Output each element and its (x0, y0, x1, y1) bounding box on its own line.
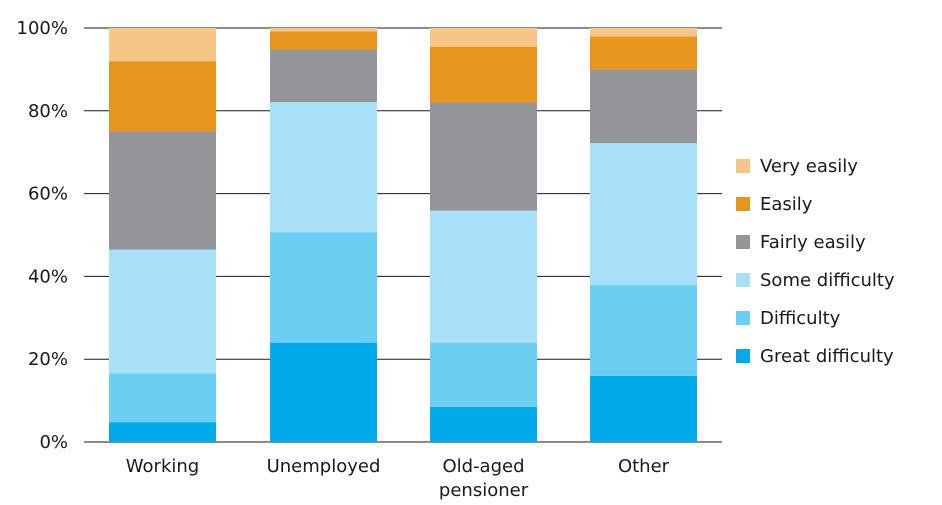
bar-segment-great-difficulty (430, 406, 537, 442)
bar-segment-difficulty (590, 285, 697, 376)
x-tick-label: Working (126, 456, 199, 477)
bar-segment-difficulty (270, 232, 377, 343)
legend-label: Difficulty (760, 308, 841, 329)
y-tick-label: 20% (28, 349, 68, 370)
bar-segment-difficulty (109, 373, 216, 423)
x-tick-label: Unemployed (267, 456, 381, 477)
legend-label: Very easily (760, 156, 858, 177)
y-tick-label: 40% (28, 266, 68, 287)
y-tick-label: 0% (39, 432, 68, 453)
x-tick-label: Other (618, 456, 670, 477)
bar-segment-fairly-easily (590, 69, 697, 144)
legend-item: Difficulty (736, 308, 841, 329)
legend-swatch (736, 235, 750, 249)
legend-item: Some difficulty (736, 270, 895, 291)
legend-item: Easily (736, 194, 813, 215)
legend-item: Very easily (736, 156, 858, 177)
bar-segment-easily (109, 61, 216, 132)
y-tick-label: 100% (17, 18, 68, 39)
legend-label: Fairly easily (760, 232, 866, 253)
legend-label: Great difficulty (760, 346, 894, 367)
y-axis-ticks: 0% 20% 40% 60% 80% 100% (17, 18, 68, 453)
legend-swatch (736, 273, 750, 287)
bar-segment-fairly-easily (270, 49, 377, 103)
legend-swatch (736, 197, 750, 211)
legend-swatch (736, 159, 750, 173)
bar-segment-easily (590, 36, 697, 70)
legend-item: Fairly easily (736, 232, 866, 253)
bar-stack (270, 28, 377, 442)
legend-swatch (736, 311, 750, 325)
bar-segment-easily (270, 31, 377, 50)
bar-segment-great-difficulty (109, 422, 216, 442)
bar-stack (590, 28, 697, 442)
bars (109, 28, 697, 442)
bar-segment-very-easily (270, 28, 377, 32)
bar-segment-some-difficulty (430, 210, 537, 343)
x-tick-label: Old-aged pensioner (439, 456, 529, 501)
legend-label: Easily (760, 194, 813, 215)
y-tick-label: 80% (28, 101, 68, 122)
legend-swatch (736, 349, 750, 363)
bar-segment-difficulty (430, 342, 537, 407)
bar-segment-great-difficulty (590, 375, 697, 442)
legend: Very easily Easily Fairly easily Some diffi… (736, 156, 895, 367)
bar-segment-some-difficulty (270, 102, 377, 233)
y-tick-label: 60% (28, 184, 68, 205)
bar-stack (109, 28, 216, 442)
bar-segment-great-difficulty (270, 342, 377, 442)
legend-item: Great difficulty (736, 346, 894, 367)
bar-segment-easily (430, 46, 537, 103)
bar-segment-some-difficulty (590, 143, 697, 286)
bar-segment-fairly-easily (430, 102, 537, 211)
x-axis-ticks: Working Unemployed Old-aged pensioner Other (126, 456, 670, 501)
bar-stack (430, 28, 537, 442)
bar-segment-very-easily (109, 28, 216, 62)
bar-segment-very-easily (430, 28, 537, 47)
bar-segment-some-difficulty (109, 249, 216, 374)
bar-segment-very-easily (590, 28, 697, 37)
legend-label: Some difficulty (760, 270, 895, 291)
bar-segment-fairly-easily (109, 131, 216, 250)
